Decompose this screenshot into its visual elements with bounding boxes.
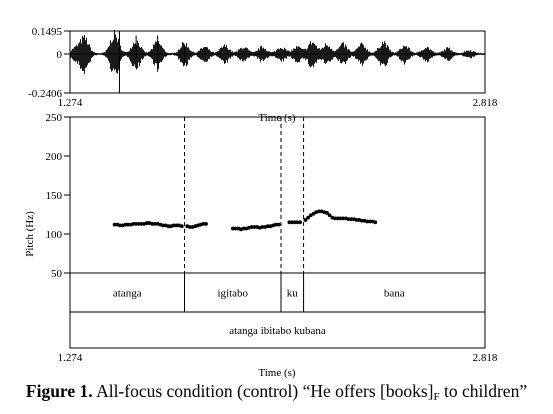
pitch-y-axis: 50 100 150 200 250 — [46, 112, 70, 280]
tier-label: ku — [287, 288, 299, 300]
wave-xtick-label-start: 1.274 — [58, 97, 83, 109]
pitch-point — [139, 221, 144, 226]
pitch-point — [333, 216, 337, 221]
pitch-point — [295, 220, 300, 225]
pitch-point — [249, 225, 254, 229]
pitch-point — [287, 220, 292, 225]
pitch-point — [354, 218, 359, 222]
pitch-y-axis-label: Pitch (Hz) — [24, 211, 36, 257]
wave-x-axis-label: Time (s) — [258, 112, 296, 124]
pitch-point — [153, 221, 157, 226]
pitch-point — [276, 222, 281, 227]
pitch-point — [241, 226, 246, 231]
pitch-point — [131, 221, 136, 226]
pitch-point — [260, 225, 265, 229]
tier-label: bana — [384, 288, 405, 300]
pitch-point — [303, 218, 308, 222]
pitch-ytick-label: 150 — [46, 190, 63, 202]
pitch-point — [298, 220, 302, 225]
waveform-frame — [69, 30, 486, 94]
pitch-point — [166, 224, 171, 229]
pitch-point — [204, 221, 208, 226]
pitch-point — [174, 223, 179, 228]
pitch-frame — [69, 116, 486, 349]
wave-ytick-label-top: 0.1495 — [32, 26, 63, 38]
figure-label: Figure 1. — [25, 381, 93, 401]
pitch-point — [134, 221, 139, 226]
pitch-point — [171, 223, 176, 228]
pitch-point — [179, 224, 184, 229]
pitch-point — [349, 217, 354, 222]
pitch-point — [126, 222, 130, 227]
pitch-points — [112, 209, 378, 232]
waveform-spikes — [118, 31, 186, 93]
pitch-ytick-label: 250 — [46, 112, 63, 124]
pitch-point — [136, 221, 141, 226]
waveform-panel: 0.1495 0 -0.2406 1.274 2.818 Time (s) — [28, 26, 498, 124]
caption-text-after: to children” — [439, 381, 528, 401]
pitch-point — [118, 223, 122, 228]
pitch-point — [338, 216, 343, 221]
pitch-point — [265, 224, 270, 229]
pitch-point — [316, 209, 321, 214]
pitch-ytick-label: 100 — [46, 229, 63, 241]
caption-text-before: All-focus condition (control) “He offers… — [92, 381, 434, 401]
pitch-xtick-label-start: 1.274 — [58, 352, 83, 364]
pitch-point — [112, 222, 117, 227]
pitch-point — [373, 220, 378, 225]
pitch-point — [368, 219, 372, 224]
pitch-point — [230, 226, 235, 231]
textgrid-tiers: atanga igitabo ku bana atanga ibitabo kubana — [113, 273, 405, 337]
tier-label: atanga — [113, 288, 142, 300]
pitch-ytick-label: 50 — [51, 268, 63, 280]
pitch-point — [161, 223, 165, 228]
pitch-x-axis-label: Time (s) — [258, 367, 296, 379]
pitch-point — [273, 222, 278, 227]
pitch-point — [233, 226, 238, 231]
pitch-point — [144, 221, 149, 225]
figure-caption: Figure 1. All-focus condition (control) … — [0, 381, 553, 411]
segment-boundaries — [184, 117, 305, 273]
pitch-point — [290, 220, 294, 225]
pitch-xtick-label-end: 2.818 — [473, 352, 498, 364]
pitch-point — [346, 217, 351, 222]
pitch-point — [359, 218, 364, 223]
tier-label: igitabo — [217, 288, 248, 300]
pitch-point — [292, 220, 297, 225]
pitch-point — [187, 225, 192, 229]
pitch-point — [325, 211, 329, 215]
waveform-bursts — [70, 30, 485, 75]
pitch-point — [327, 213, 332, 218]
tier-label: atanga ibitabo kubana — [229, 325, 326, 337]
pitch-point — [201, 221, 206, 226]
pitch-point — [335, 216, 340, 221]
wave-ytick-label-bottom: -0.2406 — [28, 88, 62, 100]
figure: 0.1495 0 -0.2406 1.274 2.818 Time (s) 50… — [24, 26, 498, 379]
pitch-point — [365, 219, 370, 224]
pitch-ytick-label: 200 — [46, 151, 63, 163]
caption-focus-subscript: F — [433, 391, 440, 403]
pitch-point — [252, 225, 257, 229]
pitch-point — [123, 222, 128, 227]
pitch-point — [306, 215, 311, 220]
pitch-point — [150, 221, 155, 226]
wave-xtick-label-end: 2.818 — [473, 97, 498, 109]
pitch-point — [341, 216, 345, 221]
wave-ytick-label-zero: 0 — [57, 49, 63, 61]
